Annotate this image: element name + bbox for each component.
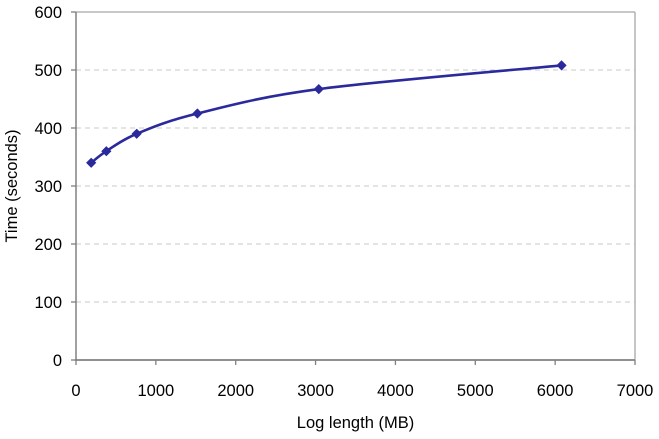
gridlines [76,69,635,303]
y-tick-label: 300 [34,178,62,196]
y-tick-label: 500 [34,62,62,80]
x-tick-label: 3000 [297,382,334,400]
y-axis-title: Time (seconds) [3,129,21,242]
x-axis-title: Log length (MB) [297,414,414,432]
y-tick-label: 400 [34,120,62,138]
data-point-marker [556,60,567,71]
x-tick-label: 2000 [217,382,254,400]
y-tick-label: 600 [34,4,62,22]
axis-ticks [71,11,636,365]
y-tick-label: 100 [34,294,62,312]
x-tick-label: 0 [71,382,80,400]
x-tick-label: 6000 [537,382,574,400]
data-series [86,60,567,168]
x-tick-label: 1000 [137,382,174,400]
data-point-marker [192,108,203,119]
x-tick-label: 4000 [377,382,414,400]
y-tick-label: 200 [34,236,62,254]
x-tick-label: 7000 [617,382,654,400]
series-line [89,64,563,165]
x-tick-label: 5000 [457,382,494,400]
y-tick-label: 0 [53,352,62,370]
data-point-marker [86,157,97,168]
data-point-marker [313,84,324,95]
data-point-marker [101,146,112,157]
tick-labels: 0 1000 2000 3000 4000 5000 6000 7000 0 100 200 300 4… [34,4,653,400]
data-point-marker [131,128,142,139]
